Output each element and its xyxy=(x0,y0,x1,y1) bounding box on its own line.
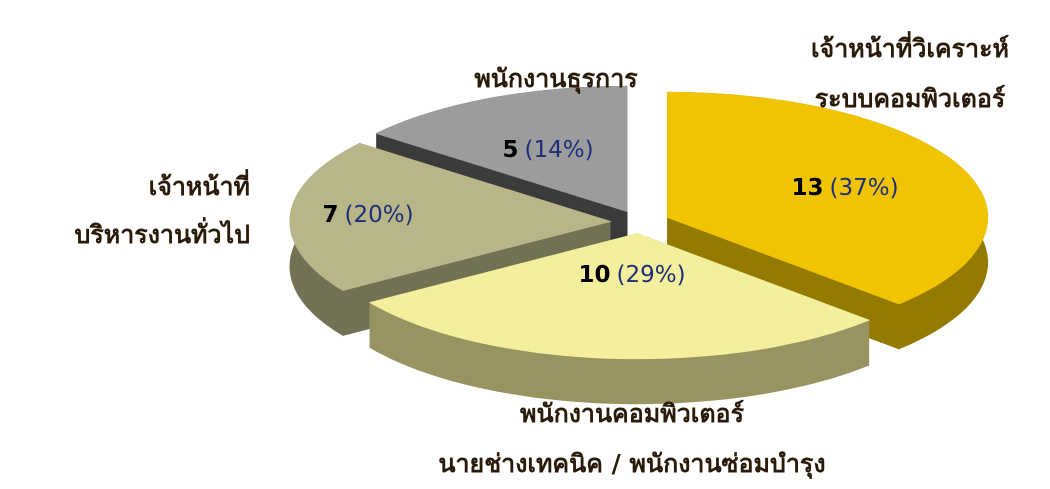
category-label: บริหารงานทั่วไป xyxy=(74,217,250,249)
data-label: 10 (29%) xyxy=(578,262,685,288)
data-label-percent: (20%) xyxy=(344,202,413,228)
slice xyxy=(368,233,870,360)
slice xyxy=(375,85,628,213)
data-label-value: 5 xyxy=(502,137,518,163)
category-label: พนักงานคอมพิวเตอร์ xyxy=(520,399,745,428)
data-label: 5 (14%) xyxy=(502,137,593,163)
category-label: เจ้าหน้าที่ xyxy=(149,169,250,201)
slice xyxy=(289,142,612,291)
category-label: นายช่างเทคนิค / พนักงานซ่อมบำรุง xyxy=(438,449,825,480)
data-label: 7 (20%) xyxy=(322,202,413,228)
category-label: ระบบคอมพิวเตอร์ xyxy=(815,84,1006,113)
data-label-value: 7 xyxy=(322,202,338,228)
category-label: เจ้าหน้าที่วิเคราะห์ xyxy=(811,31,1009,63)
slice xyxy=(667,91,989,305)
data-label-value: 13 xyxy=(791,175,823,201)
category-label: พนักงานธุรการ xyxy=(474,64,638,95)
data-label-percent: (37%) xyxy=(829,175,898,201)
data-label: 13 (37%) xyxy=(791,175,898,201)
data-label-percent: (29%) xyxy=(616,262,685,288)
data-label-percent: (14%) xyxy=(524,137,593,163)
data-label-value: 10 xyxy=(578,262,610,288)
